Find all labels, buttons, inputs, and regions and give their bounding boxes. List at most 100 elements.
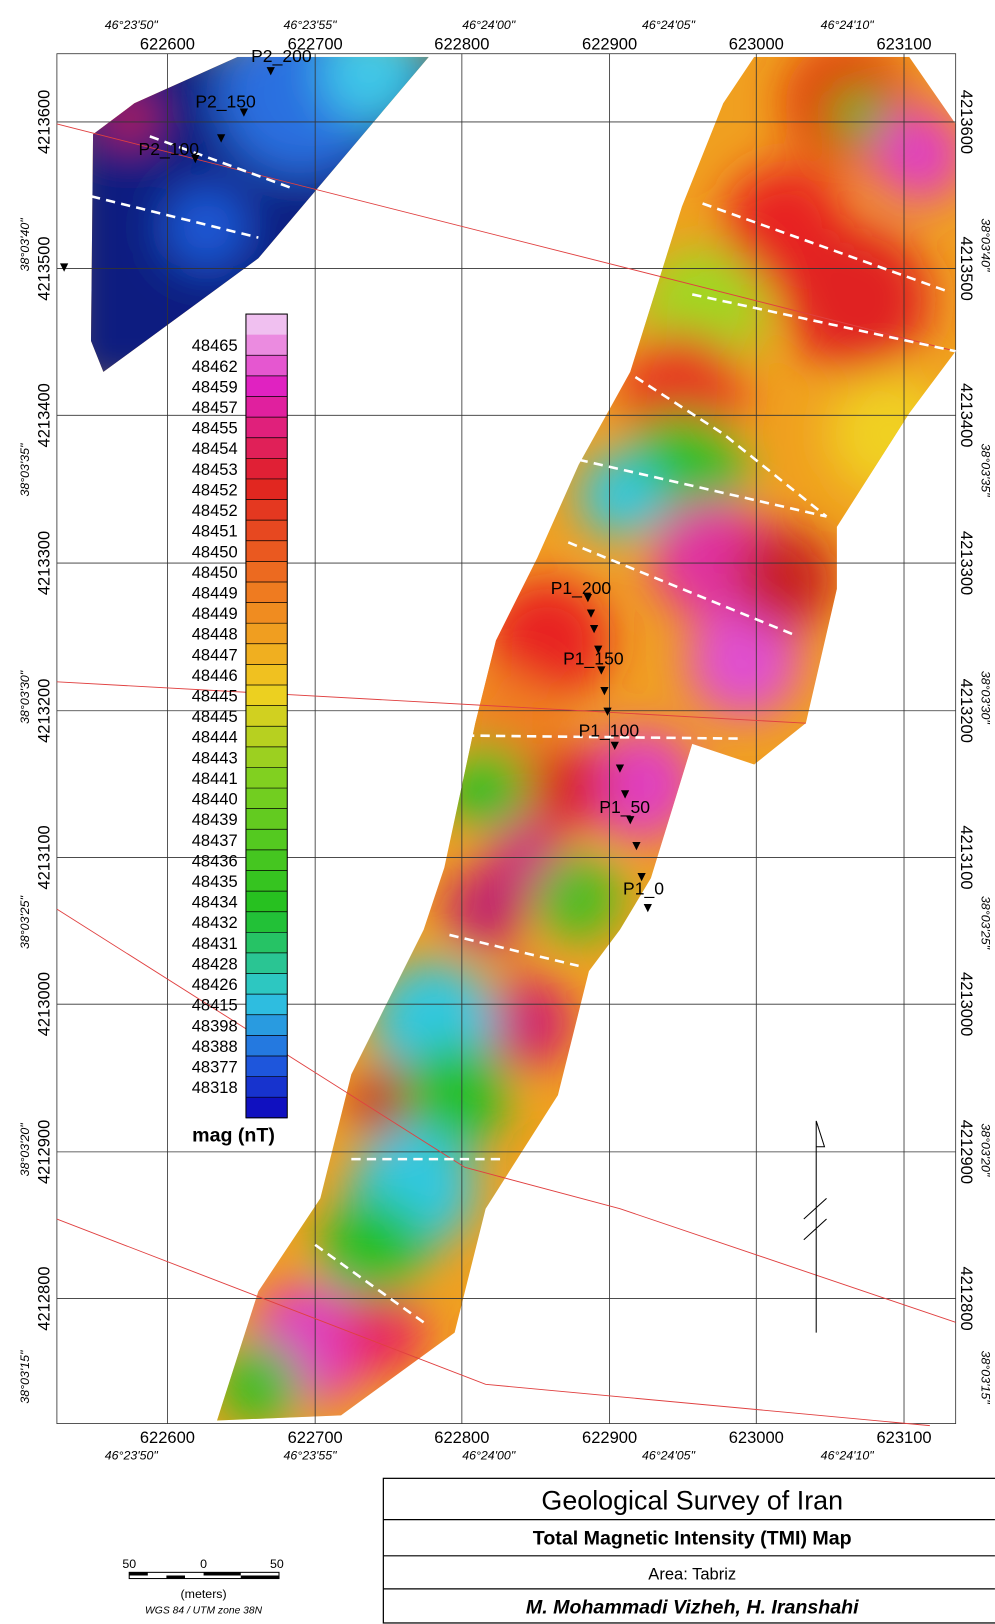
easting-label: 623100 xyxy=(876,35,931,54)
northing-label: 4213100 xyxy=(957,825,976,889)
longitude-label: 46°23'50" xyxy=(105,18,159,32)
profile-label: P1_0 xyxy=(623,879,664,900)
legend-swatch xyxy=(246,335,287,356)
map-title: Total Magnetic Intensity (TMI) Map xyxy=(533,1527,852,1549)
longitude-label: 46°24'10" xyxy=(821,18,875,32)
legend-label: 48453 xyxy=(192,460,238,479)
authors: M. Mohammadi Vizheh, H. Iranshahi xyxy=(526,1597,859,1619)
legend-label: 48439 xyxy=(192,810,238,829)
latitude-label: 38°03'25" xyxy=(978,896,992,950)
legend-label: 48432 xyxy=(192,913,238,932)
easting-label: 623100 xyxy=(876,1428,931,1447)
map: P2_200P2_150P2_100P1_200P1_150P1_100P1_5… xyxy=(0,0,995,1624)
legend-swatch xyxy=(246,582,287,603)
latitude-label: 38°03'40" xyxy=(18,218,32,272)
legend-label: 48454 xyxy=(192,439,238,458)
northing-label: 4213500 xyxy=(957,236,976,300)
legend-swatch xyxy=(246,1077,287,1098)
profile-label: P1_150 xyxy=(563,648,624,669)
legend-label: 48436 xyxy=(192,851,238,870)
projection: WGS 84 / UTM zone 38N xyxy=(145,1606,263,1617)
legend-swatch xyxy=(246,726,287,747)
scale-label: 50 xyxy=(122,1557,136,1571)
legend-swatch xyxy=(246,355,287,376)
legend-label: 48388 xyxy=(192,1037,238,1056)
northing-label: 4213100 xyxy=(35,825,54,889)
legend-swatch xyxy=(246,747,287,768)
legend-label: 48377 xyxy=(192,1057,238,1076)
legend-label: 48450 xyxy=(192,542,238,561)
legend-label: 48450 xyxy=(192,563,238,582)
legend-label: 48459 xyxy=(192,377,238,396)
legend-swatch xyxy=(246,664,287,685)
profile-label: P1_100 xyxy=(579,721,640,742)
legend-label: 48415 xyxy=(192,996,238,1015)
legend-label: 48445 xyxy=(192,687,238,706)
easting-label: 622900 xyxy=(582,35,637,54)
northing-label: 4213200 xyxy=(35,679,54,743)
legend-swatch xyxy=(246,623,287,644)
legend-swatch xyxy=(246,685,287,706)
latitude-label: 38°03'40" xyxy=(978,218,992,272)
legend-swatch xyxy=(246,500,287,521)
easting-label: 623000 xyxy=(729,35,784,54)
northing-label: 4213300 xyxy=(35,531,54,595)
latitude-label: 38°03'15" xyxy=(978,1351,992,1405)
northing-label: 4212900 xyxy=(35,1120,54,1184)
legend-label: 48447 xyxy=(192,645,238,664)
legend-swatch xyxy=(246,644,287,665)
legend-swatch xyxy=(246,1015,287,1036)
northing-label: 4213300 xyxy=(957,531,976,595)
legend-label: 48451 xyxy=(192,522,238,541)
legend-label: 48318 xyxy=(192,1078,238,1097)
legend-swatch xyxy=(246,376,287,397)
legend-label: 48462 xyxy=(192,357,238,376)
legend-label: 48428 xyxy=(192,954,238,973)
easting-label: 622900 xyxy=(582,1428,637,1447)
longitude-label: 46°24'05" xyxy=(642,1449,696,1463)
legend-swatch xyxy=(246,767,287,788)
northing-label: 4213000 xyxy=(957,972,976,1036)
latitude-label: 38°03'35" xyxy=(978,444,992,498)
organization: Geological Survey of Iran xyxy=(541,1485,843,1515)
latitude-label: 38°03'30" xyxy=(18,670,32,724)
legend-label: 48441 xyxy=(192,769,238,788)
longitude-label: 46°24'10" xyxy=(821,1449,875,1463)
easting-label: 622700 xyxy=(288,35,343,54)
north-arrow xyxy=(804,1121,827,1333)
latitude-label: 38°03'35" xyxy=(18,443,32,497)
legend-label: 48435 xyxy=(192,872,238,891)
legend-swatch xyxy=(246,479,287,500)
legend-label: 48444 xyxy=(192,728,238,747)
legend-label: 48445 xyxy=(192,707,238,726)
latitude-label: 38°03'20" xyxy=(18,1123,32,1177)
legend-label: 48446 xyxy=(192,666,238,685)
legend-label: 48448 xyxy=(192,625,238,644)
profile-label: P2_100 xyxy=(139,139,200,160)
scale-unit: (meters) xyxy=(181,1587,227,1601)
page: {"map":{ "easting_labels":["622600","622… xyxy=(0,0,995,1624)
legend-label: 48443 xyxy=(192,748,238,767)
legend-label: 48465 xyxy=(192,336,238,355)
legend-label: 48452 xyxy=(192,480,238,499)
longitude-label: 46°23'55" xyxy=(283,18,337,32)
legend-label: 48457 xyxy=(192,398,238,417)
northing-label: 4213400 xyxy=(957,383,976,447)
legend-swatch xyxy=(246,396,287,417)
legend-swatch xyxy=(246,314,287,335)
latitude-label: 38°03'15" xyxy=(18,1350,32,1404)
legend-label: 48455 xyxy=(192,419,238,438)
latitude-label: 38°03'30" xyxy=(978,671,992,725)
legend-label: 48449 xyxy=(192,583,238,602)
longitude-label: 46°23'50" xyxy=(105,1449,159,1463)
legend-swatch xyxy=(246,809,287,830)
easting-label: 622600 xyxy=(140,35,195,54)
latitude-label: 38°03'25" xyxy=(18,895,32,949)
profile-label: P1_200 xyxy=(551,578,612,599)
legend-swatch xyxy=(246,417,287,438)
northing-label: 4213600 xyxy=(957,90,976,154)
legend-label: 48398 xyxy=(192,1016,238,1035)
legend-swatch xyxy=(246,932,287,953)
legend-swatch xyxy=(246,974,287,995)
legend-swatch xyxy=(246,953,287,974)
